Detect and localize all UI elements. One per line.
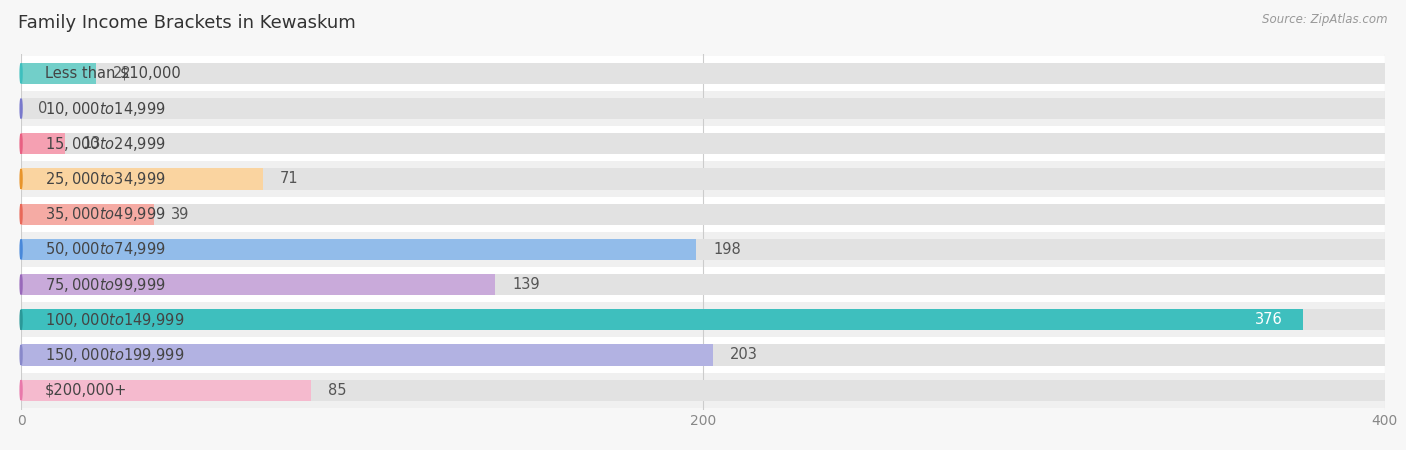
- Circle shape: [20, 169, 22, 189]
- Circle shape: [20, 345, 22, 365]
- Bar: [21, 203, 155, 225]
- Bar: [21, 63, 1385, 84]
- Bar: [21, 239, 1385, 260]
- Text: $10,000 to $14,999: $10,000 to $14,999: [45, 99, 166, 117]
- Bar: [21, 232, 1385, 267]
- Circle shape: [20, 63, 22, 83]
- Text: $35,000 to $49,999: $35,000 to $49,999: [45, 205, 166, 223]
- Text: 22: 22: [112, 66, 132, 81]
- Bar: [21, 133, 66, 154]
- Circle shape: [20, 134, 22, 153]
- Text: $75,000 to $99,999: $75,000 to $99,999: [45, 275, 166, 293]
- Text: Less than $10,000: Less than $10,000: [45, 66, 181, 81]
- Bar: [21, 56, 1385, 91]
- Text: Family Income Brackets in Kewaskum: Family Income Brackets in Kewaskum: [18, 14, 356, 32]
- Bar: [21, 126, 1385, 162]
- Text: 203: 203: [730, 347, 758, 362]
- Bar: [21, 168, 263, 189]
- Circle shape: [20, 99, 22, 118]
- Bar: [21, 373, 1385, 408]
- Bar: [21, 162, 1385, 197]
- Circle shape: [20, 274, 22, 294]
- Text: 0: 0: [38, 101, 48, 116]
- Circle shape: [20, 380, 22, 400]
- Bar: [21, 344, 713, 365]
- Bar: [21, 239, 696, 260]
- Text: 376: 376: [1256, 312, 1282, 327]
- Text: Source: ZipAtlas.com: Source: ZipAtlas.com: [1263, 14, 1388, 27]
- Circle shape: [20, 310, 22, 329]
- Text: $15,000 to $24,999: $15,000 to $24,999: [45, 135, 166, 153]
- Text: 71: 71: [280, 171, 299, 186]
- Bar: [21, 309, 1385, 330]
- Text: 39: 39: [172, 207, 190, 222]
- Text: $50,000 to $74,999: $50,000 to $74,999: [45, 240, 166, 258]
- Text: 13: 13: [83, 136, 101, 151]
- Bar: [21, 203, 1385, 225]
- Bar: [21, 380, 311, 400]
- Bar: [21, 98, 1385, 119]
- Bar: [21, 344, 1385, 365]
- Text: $200,000+: $200,000+: [45, 382, 128, 398]
- Text: 85: 85: [328, 382, 346, 398]
- Text: $25,000 to $34,999: $25,000 to $34,999: [45, 170, 166, 188]
- Text: 139: 139: [512, 277, 540, 292]
- Bar: [21, 309, 1303, 330]
- Bar: [21, 91, 1385, 126]
- Bar: [21, 63, 96, 84]
- Bar: [21, 267, 1385, 302]
- Text: $150,000 to $199,999: $150,000 to $199,999: [45, 346, 184, 364]
- Bar: [21, 380, 1385, 400]
- Bar: [21, 338, 1385, 373]
- Bar: [21, 274, 495, 295]
- Bar: [21, 168, 1385, 189]
- Bar: [21, 197, 1385, 232]
- Text: $100,000 to $149,999: $100,000 to $149,999: [45, 311, 184, 329]
- Text: 198: 198: [713, 242, 741, 257]
- Bar: [21, 133, 1385, 154]
- Bar: [21, 274, 1385, 295]
- Circle shape: [20, 239, 22, 259]
- Circle shape: [20, 204, 22, 224]
- Bar: [21, 302, 1385, 338]
